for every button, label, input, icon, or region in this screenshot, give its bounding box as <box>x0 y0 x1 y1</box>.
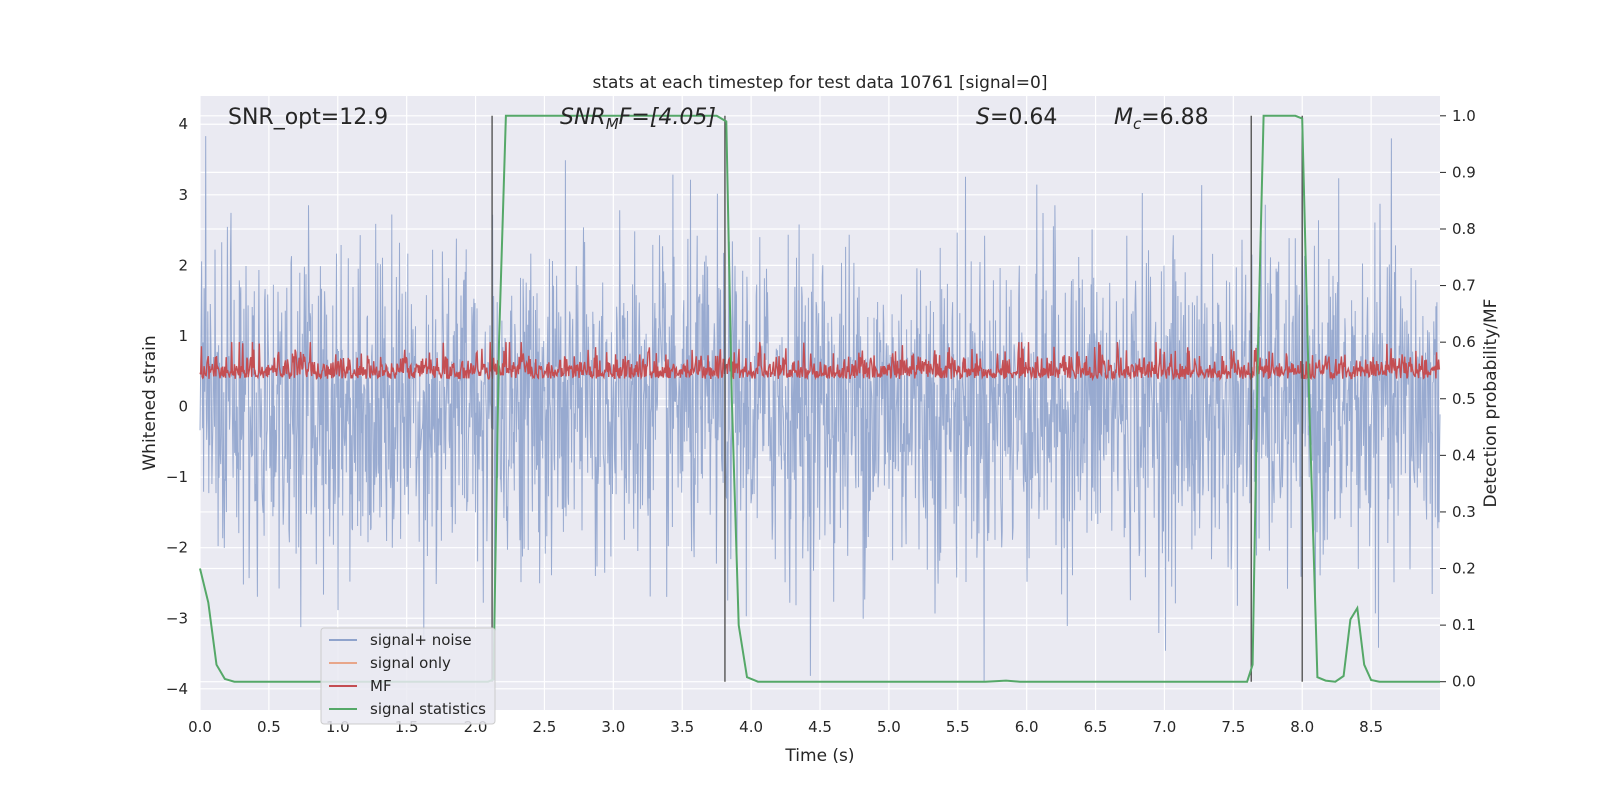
signal-noise-series <box>199 124 1441 682</box>
y2-axis-label: Detection probability/MF <box>1481 299 1501 508</box>
x-tick-label: 6.0 <box>1015 718 1039 736</box>
y-tick-label: −1 <box>166 468 188 486</box>
legend-box <box>320 627 496 725</box>
y2-tick-label: 0.7 <box>1452 277 1476 295</box>
annotation-mc: Mc=6.88 <box>1114 105 1209 133</box>
y2-tick-label: 1.0 <box>1452 107 1476 125</box>
y-tick-label: 1 <box>178 327 188 345</box>
x-tick-label: 7.5 <box>1221 718 1245 736</box>
x-tick-label: 3.0 <box>601 718 625 736</box>
y-axis-ticks: −4 −3 −2 −1 0 1 2 3 4 <box>166 115 188 698</box>
annotation-snr-mf-f: F=[4.05] <box>619 105 716 130</box>
y2-tick-label: 0.9 <box>1452 163 1476 181</box>
mf-line <box>199 342 1441 382</box>
x-tick-label: 0.0 <box>188 718 212 736</box>
x-tick-label: 4.5 <box>808 718 832 736</box>
legend-label-mf: MF <box>370 677 392 695</box>
legend-label-signal-noise: signal+ noise <box>370 631 472 649</box>
legend: signal+ noise signal only MF signal stat… <box>320 627 496 725</box>
signal-noise-line <box>199 124 1441 682</box>
y-tick-label: 0 <box>178 398 188 416</box>
annotation-s: S=0.64 <box>976 105 1057 130</box>
y-tick-label: 4 <box>178 115 188 133</box>
x-tick-label: 8.5 <box>1359 718 1383 736</box>
x-tick-label: 0.5 <box>257 718 281 736</box>
y-tick-label: 3 <box>178 186 188 204</box>
y-tick-label: −2 <box>166 539 188 557</box>
y2-tick-label: 0.6 <box>1452 333 1476 351</box>
y2-axis-ticks: 0.0 0.1 0.2 0.3 0.4 0.5 0.6 0.7 0.8 0.9 1.0 <box>1440 107 1476 691</box>
y2-tick-label: 0.5 <box>1452 390 1476 408</box>
x-axis-label: Time (s) <box>784 746 854 766</box>
y2-tick-label: 0.3 <box>1452 503 1476 521</box>
vertical-markers <box>491 115 1303 682</box>
mf-series <box>199 342 1441 382</box>
x-tick-label: 3.5 <box>670 718 694 736</box>
x-tick-label: 2.5 <box>533 718 557 736</box>
y2-tick-label: 0.0 <box>1452 673 1476 691</box>
x-axis-ticks: 0.0 0.5 1.0 1.5 2.0 2.5 3.0 3.5 4.0 4.5 5.0 5.5 6.0 6… <box>188 718 1383 736</box>
y-tick-label: −3 <box>166 609 188 627</box>
annotation-snr-mf: SNRMF=[4.05] <box>560 105 716 133</box>
x-tick-label: 6.5 <box>1084 718 1108 736</box>
y-axis-label: Whitened strain <box>140 335 160 470</box>
x-tick-label: 5.0 <box>877 718 901 736</box>
annotation-snr-opt: SNR_opt=12.9 <box>228 105 388 130</box>
legend-label-signal-only: signal only <box>370 654 451 672</box>
legend-label-signal-statistics: signal statistics <box>370 700 486 718</box>
chart-title: stats at each timestep for test data 107… <box>593 73 1048 93</box>
y2-tick-label: 0.4 <box>1452 446 1476 464</box>
x-tick-label: 4.0 <box>739 718 763 736</box>
y2-tick-label: 0.8 <box>1452 220 1476 238</box>
y2-tick-label: 0.1 <box>1452 616 1476 634</box>
y-tick-label: 2 <box>178 256 188 274</box>
y2-tick-label: 0.2 <box>1452 560 1476 578</box>
x-tick-label: 8.0 <box>1290 718 1314 736</box>
x-tick-label: 7.0 <box>1153 718 1177 736</box>
y-tick-label: −4 <box>166 680 188 698</box>
x-tick-label: 5.5 <box>946 718 970 736</box>
